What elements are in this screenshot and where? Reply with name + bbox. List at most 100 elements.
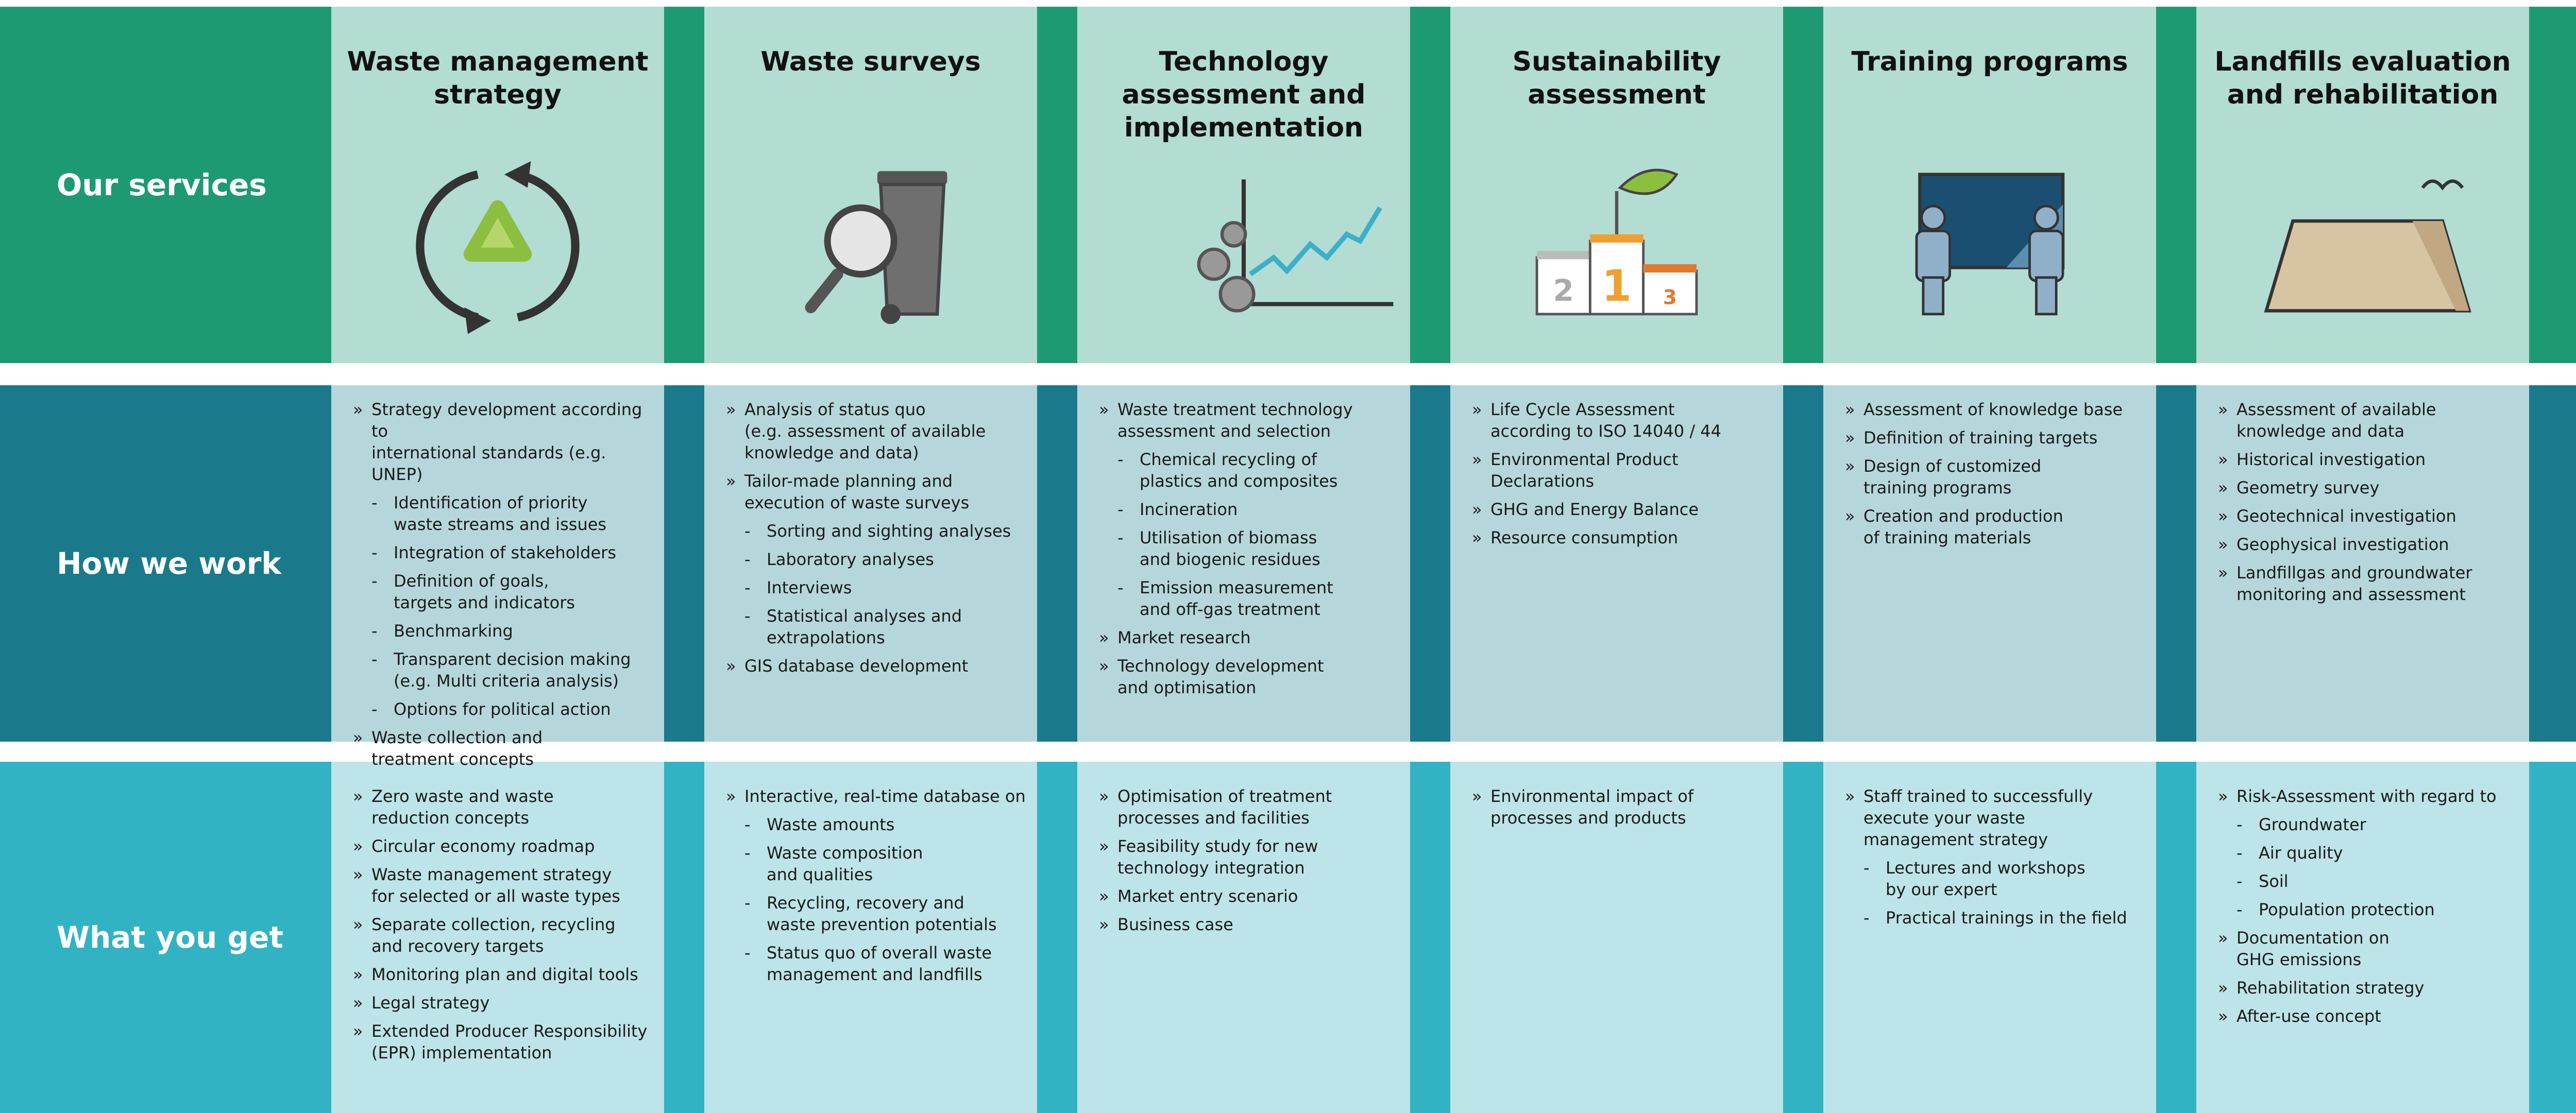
item-text: Geotechnical investigation: [2236, 506, 2456, 526]
list-item: » Waste collection and treatment concepts: [353, 727, 662, 770]
bullet-marker: »: [1845, 400, 1855, 419]
list-item: » Monitoring plan and digital tools: [353, 964, 662, 985]
item-text: Assessment of knowledge base: [1863, 400, 2123, 419]
row-label: How we work: [57, 546, 281, 581]
bullet-marker: »: [1472, 400, 1482, 419]
item-text: Utilisation of biomass and biogenic resi…: [1140, 528, 1320, 569]
list-item: » Circular economy roadmap: [353, 835, 662, 857]
list-item: » Landfillgas and groundwater monitoring …: [2218, 562, 2527, 605]
bullet-marker: »: [1099, 628, 1109, 647]
bullet-marker: »: [2218, 450, 2228, 469]
list-item: - Benchmarking: [353, 620, 662, 642]
list-item: » Geometry survey: [2218, 477, 2527, 499]
list-item: - Utilisation of biomass and biogenic res…: [1099, 527, 1408, 570]
bullet-marker: »: [353, 865, 363, 884]
list-item: - Definition of goals, targets and indica…: [353, 570, 662, 613]
bullet-marker: -: [2236, 871, 2243, 891]
bullet-marker: -: [744, 843, 751, 863]
landfill-icon: [2264, 179, 2471, 313]
bullet-marker: »: [1099, 886, 1109, 906]
list-item: » Legal strategy: [353, 992, 662, 1014]
bullet-marker: -: [2236, 900, 2243, 919]
bullet-marker: -: [371, 543, 378, 562]
list-item: » Environmental Product Declarations: [1472, 449, 1781, 492]
bullet-marker: »: [2218, 478, 2228, 498]
column-title: Waste management strategy: [347, 46, 649, 110]
bullet-marker: -: [371, 649, 378, 669]
list-item: - Soil: [2218, 870, 2527, 892]
item-text: Options for political action: [394, 699, 611, 719]
item-text: Air quality: [2259, 843, 2343, 863]
item-text: Waste management strategy for selected o…: [371, 865, 620, 906]
item-text: Transparent decision making (e.g. Multi …: [394, 649, 631, 691]
column-panel: [331, 385, 664, 742]
item-text: GHG and Energy Balance: [1490, 500, 1699, 519]
item-text: Benchmarking: [394, 621, 513, 641]
item-text: Lectures and workshops by our expert: [1886, 858, 2086, 899]
item-text: Feasibility study for new technology int…: [1117, 836, 1318, 878]
column-panel: [331, 762, 664, 1113]
row-label: What you get: [57, 920, 284, 955]
list-item: » Zero waste and waste reduction concepts: [353, 785, 662, 829]
list-item: » After-use concept: [2218, 1005, 2527, 1027]
list-item: - Practical trainings in the field: [1845, 907, 2154, 929]
bullet-marker: »: [353, 915, 363, 934]
bullet-marker: »: [726, 656, 736, 676]
list-item: » Strategy development according to inter…: [353, 399, 662, 485]
item-text: Landfillgas and groundwater monitoring a…: [2236, 563, 2472, 604]
bullet-marker: »: [1472, 500, 1482, 519]
recycle-icon: [416, 161, 580, 334]
list-item: » Staff trained to successfully execute y…: [1845, 785, 2154, 850]
item-text: Environmental impact of processes and pr…: [1490, 786, 1694, 828]
bullet-marker: »: [1099, 836, 1109, 856]
list-item: » Documentation on GHG emissions: [2218, 927, 2527, 970]
list-item: » Definition of training targets: [1845, 427, 2154, 449]
bullet-list: » Zero waste and waste reduction concepts…: [353, 785, 662, 1070]
list-item: » Market research: [1099, 627, 1408, 648]
bullet-marker: »: [353, 836, 363, 856]
bullet-list: » Risk-Assessment with regard to - Groundwa…: [2218, 785, 2527, 1034]
podium-label: 2: [1553, 273, 1574, 308]
bullet-marker: »: [726, 400, 736, 419]
column-panel: [704, 7, 1037, 363]
item-text: Strategy development according to intern…: [371, 400, 642, 484]
column-panel: [331, 7, 664, 363]
list-item: - Identification of priority waste stream…: [353, 492, 662, 535]
list-item: » Market entry scenario: [1099, 885, 1408, 907]
list-item: » Separate collection, recycling and reco…: [353, 914, 662, 957]
item-text: Market entry scenario: [1117, 886, 1298, 906]
bullet-marker: »: [2218, 1006, 2228, 1026]
item-text: Soil: [2259, 871, 2289, 891]
item-text: Waste composition and qualities: [767, 843, 923, 884]
item-text: Life Cycle Assessment according to ISO 1…: [1490, 400, 1721, 441]
item-text: Monitoring plan and digital tools: [371, 965, 638, 984]
podium-icon: 2 1 3: [1535, 168, 1698, 316]
item-text: Definition of training targets: [1863, 428, 2098, 448]
training-icon: [1915, 173, 2065, 316]
item-text: Groundwater: [2259, 815, 2366, 834]
item-text: Resource consumption: [1490, 528, 1679, 547]
item-text: Zero waste and waste reduction concepts: [371, 786, 554, 828]
item-text: Incineration: [1140, 500, 1238, 519]
waste-bin-icon: [805, 171, 947, 324]
bullet-marker: -: [2236, 815, 2243, 834]
item-text: Creation and production of training mate…: [1863, 506, 2063, 547]
list-item: - Statistical analyses and extrapolations: [726, 605, 1035, 648]
item-text: Definition of goals, targets and indicat…: [394, 571, 575, 612]
list-item: - Laboratory analyses: [726, 549, 1035, 570]
bullet-marker: -: [744, 550, 751, 569]
item-text: Geophysical investigation: [2236, 535, 2449, 554]
bullet-marker: »: [726, 786, 736, 806]
list-item: » Analysis of status quo (e.g. assessment…: [726, 399, 1035, 464]
bullet-marker: -: [744, 815, 751, 834]
column-panel: [704, 762, 1037, 1113]
item-text: Analysis of status quo (e.g. assessment …: [744, 400, 986, 463]
bullet-marker: »: [1845, 506, 1855, 526]
bullet-marker: -: [1117, 450, 1124, 469]
bullet-marker: -: [744, 578, 751, 597]
bullet-list: » Strategy development according to inter…: [353, 399, 662, 777]
column-title: Technology assessment and implementation: [1122, 46, 1366, 143]
list-item: » Assessment of available knowledge and d…: [2218, 399, 2527, 442]
bullet-list: » Optimisation of treatment processes and…: [1099, 785, 1408, 942]
list-item: » Historical investigation: [2218, 449, 2527, 470]
